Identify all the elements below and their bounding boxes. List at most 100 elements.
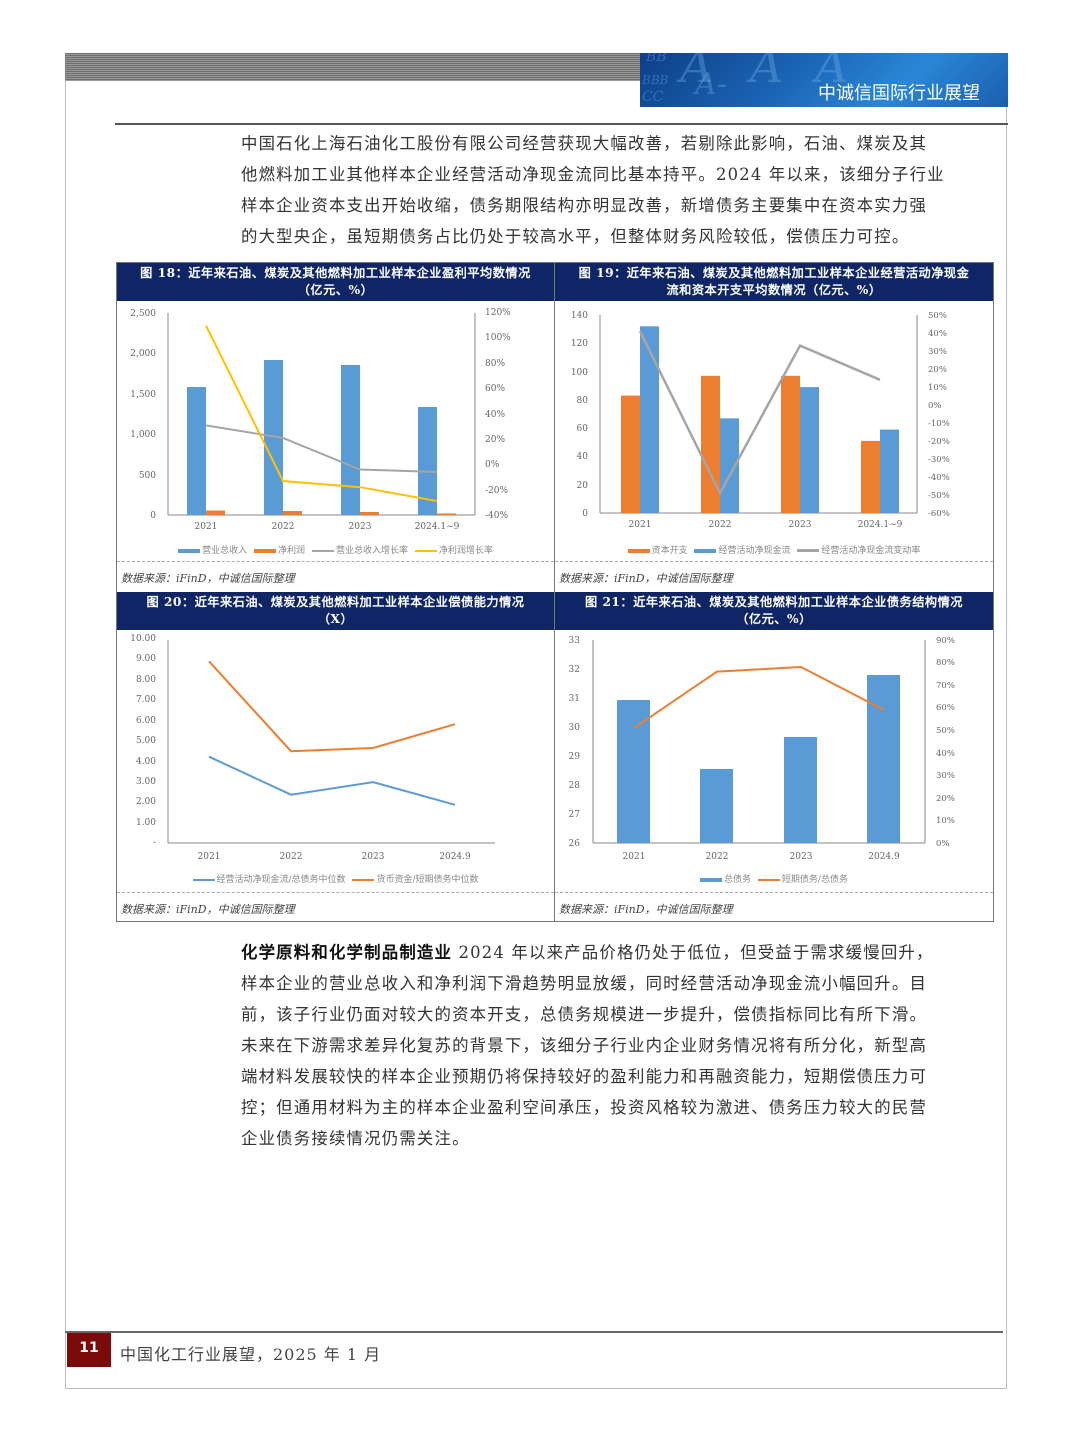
chart-title: 图 18：近年来石油、煤炭及其他燃料加工业样本企业盈利平均数情况 （亿元、%） xyxy=(117,263,554,301)
svg-text:50%: 50% xyxy=(928,311,947,321)
svg-text:9.00: 9.00 xyxy=(136,654,156,664)
data-source: 数据来源：iFinD，中诚信国际整理 xyxy=(555,892,993,922)
svg-text:500: 500 xyxy=(139,471,156,481)
footer-text: 中国化工行业展望，2025 年 1 月 xyxy=(120,1345,382,1364)
figure-21: 图 21：近年来石油、煤炭及其他燃料加工业样本企业债务结构情况 （亿元、%） 2… xyxy=(555,592,993,922)
svg-text:6.00: 6.00 xyxy=(136,716,156,726)
svg-text:40%: 40% xyxy=(485,410,505,420)
chart-title-line: 图 20：近年来石油、煤炭及其他燃料加工业样本企业偿债能力情况 xyxy=(146,595,525,609)
figure-20: 图 20：近年来石油、煤炭及其他燃料加工业样本企业偿债能力情况 （X） - 1.… xyxy=(117,592,555,922)
svg-text:2021: 2021 xyxy=(623,852,646,862)
paragraph-2: 化学原料和化学制品制造业 2024 年以来产品价格仍处于低位，但受益于需求缓慢回… xyxy=(241,937,976,1154)
chart-title: 图 19：近年来石油、煤炭及其他燃料加工业样本企业经营活动净现金 流和资本开支平… xyxy=(555,263,993,301)
brand-title: 中诚信国际行业展望 xyxy=(818,83,980,104)
banner-deco: BBB xyxy=(642,73,669,87)
paragraph-line: 他燃料加工业其他样本企业经营活动净现金流同比基本持平。2024 年以来，该细分子… xyxy=(241,165,945,184)
svg-text:5.00: 5.00 xyxy=(136,736,156,746)
svg-text:10%: 10% xyxy=(928,383,947,393)
svg-text:30%: 30% xyxy=(928,347,947,357)
svg-text:30: 30 xyxy=(569,723,581,733)
svg-text:-20%: -20% xyxy=(485,486,508,496)
svg-text:2024.9: 2024.9 xyxy=(868,852,900,862)
page-frame xyxy=(65,53,1007,1389)
paragraph-line: 的大型央企，虽短期债务占比仍处于较高水平，但整体财务风险较低，偿债压力可控。 xyxy=(241,227,910,246)
svg-text:2022: 2022 xyxy=(272,522,295,532)
svg-text:-: - xyxy=(153,838,156,848)
legend-item: 短期债务/总债务 xyxy=(757,872,848,885)
chart-title-line: 图 21：近年来石油、煤炭及其他燃料加工业样本企业债务结构情况 xyxy=(585,595,963,609)
header-banner: BB A A A BBB A- CC 中诚信国际行业展望 xyxy=(640,53,1008,107)
svg-text:-40%: -40% xyxy=(485,511,508,521)
banner-deco: A xyxy=(750,53,784,93)
svg-text:0%: 0% xyxy=(928,401,942,411)
chart-title-line: （X） xyxy=(317,612,354,626)
chart-title-line: （亿元、%） xyxy=(736,612,812,626)
legend-item: 经营活动净现金流/总债务中位数 xyxy=(192,872,346,885)
legend-item: 经营活动净现金流 xyxy=(694,543,791,556)
legend-item: 营业总收入增长率 xyxy=(311,543,408,556)
svg-text:80%: 80% xyxy=(485,359,505,369)
svg-text:80: 80 xyxy=(577,396,589,406)
svg-text:2,500: 2,500 xyxy=(130,309,156,319)
chart-legend: 营业总收入 净利润 营业总收入增长率 净利润增长率 xyxy=(117,543,554,556)
svg-text:32: 32 xyxy=(569,665,580,675)
svg-text:2023: 2023 xyxy=(790,852,813,862)
svg-text:2021: 2021 xyxy=(198,852,221,862)
svg-text:20: 20 xyxy=(577,481,589,491)
legend-item: 净利润 xyxy=(254,543,305,556)
svg-text:0%: 0% xyxy=(485,460,500,470)
paragraph-line: 端材料发展较快的样本企业预期仍将保持较好的盈利能力和再融资能力，短期偿债压力可 xyxy=(241,1067,928,1086)
figure-19: 图 19：近年来石油、煤炭及其他燃料加工业样本企业经营活动净现金 流和资本开支平… xyxy=(555,263,993,592)
svg-text:2024.9: 2024.9 xyxy=(439,852,471,862)
chart-legend: 资本开支 经营活动净现金流 经营活动净现金流变动率 xyxy=(555,543,993,556)
chart-legend: 总债务 短期债务/总债务 xyxy=(555,872,993,885)
data-source: 数据来源：iFinD，中诚信国际整理 xyxy=(555,561,993,591)
data-source: 数据来源：iFinD，中诚信国际整理 xyxy=(117,892,554,922)
chart-title-line: （亿元、%） xyxy=(297,283,374,297)
svg-text:31: 31 xyxy=(569,694,580,704)
paragraph-line: 中国石化上海石油化工股份有限公司经营获现大幅改善，若剔除此影响，石油、煤炭及其 xyxy=(241,134,928,153)
chart-title: 图 20：近年来石油、煤炭及其他燃料加工业样本企业偿债能力情况 （X） xyxy=(117,592,554,630)
svg-text:-50%: -50% xyxy=(928,491,950,501)
svg-text:60%: 60% xyxy=(936,703,955,713)
svg-text:-40%: -40% xyxy=(928,473,950,483)
chart-19-plot: 0 20 40 60 80 100 120 140 -60% -50% -40%… xyxy=(571,311,950,530)
svg-text:20%: 20% xyxy=(936,794,955,804)
legend-item: 经营活动净现金流变动率 xyxy=(797,543,920,556)
svg-text:2023: 2023 xyxy=(789,520,812,530)
paragraph-line: 控；但通用材料为主的样本企业盈利空间承压，投资风格较为激进、债务压力较大的民营 xyxy=(241,1098,928,1117)
legend-item: 货币资金/短期债务中位数 xyxy=(352,872,478,885)
svg-text:120%: 120% xyxy=(485,308,511,318)
banner-deco: BB xyxy=(646,53,667,65)
svg-text:-20%: -20% xyxy=(928,437,950,447)
banner-deco: A- xyxy=(695,67,727,102)
svg-text:29: 29 xyxy=(569,752,581,762)
figure-18: 图 18：近年来石油、煤炭及其他燃料加工业样本企业盈利平均数情况 （亿元、%） … xyxy=(117,263,555,592)
svg-text:0: 0 xyxy=(150,511,156,521)
svg-text:2022: 2022 xyxy=(709,520,732,530)
paragraph-1: 中国石化上海石油化工股份有限公司经营获现大幅改善，若剔除此影响，石油、煤炭及其 … xyxy=(241,128,976,252)
banner-deco: A xyxy=(815,53,849,93)
legend-item: 总债务 xyxy=(700,872,751,885)
svg-text:60: 60 xyxy=(577,424,589,434)
chart-legend: 经营活动净现金流/总债务中位数 货币资金/短期债务中位数 xyxy=(117,872,554,885)
svg-text:2,000: 2,000 xyxy=(130,349,156,359)
svg-text:2021: 2021 xyxy=(195,522,218,532)
svg-text:70%: 70% xyxy=(936,681,955,691)
legend-item: 营业总收入 xyxy=(178,543,247,556)
svg-text:0%: 0% xyxy=(936,839,950,849)
svg-text:0: 0 xyxy=(582,509,588,519)
svg-text:20%: 20% xyxy=(485,435,505,445)
svg-text:60%: 60% xyxy=(485,384,505,394)
svg-text:2023: 2023 xyxy=(349,522,372,532)
paragraph-text: 2024 年以来产品价格仍处于低位，但受益于需求缓慢回升， xyxy=(452,943,934,962)
svg-text:80%: 80% xyxy=(936,658,955,668)
svg-text:30%: 30% xyxy=(936,771,955,781)
svg-text:100%: 100% xyxy=(485,333,511,343)
svg-text:2.00: 2.00 xyxy=(136,797,156,807)
svg-text:4.00: 4.00 xyxy=(136,757,156,767)
svg-text:40: 40 xyxy=(577,452,589,462)
svg-text:2024.1~9: 2024.1~9 xyxy=(415,522,460,532)
svg-text:-10%: -10% xyxy=(928,419,950,429)
chart-title: 图 21：近年来石油、煤炭及其他燃料加工业样本企业债务结构情况 （亿元、%） xyxy=(555,592,993,630)
